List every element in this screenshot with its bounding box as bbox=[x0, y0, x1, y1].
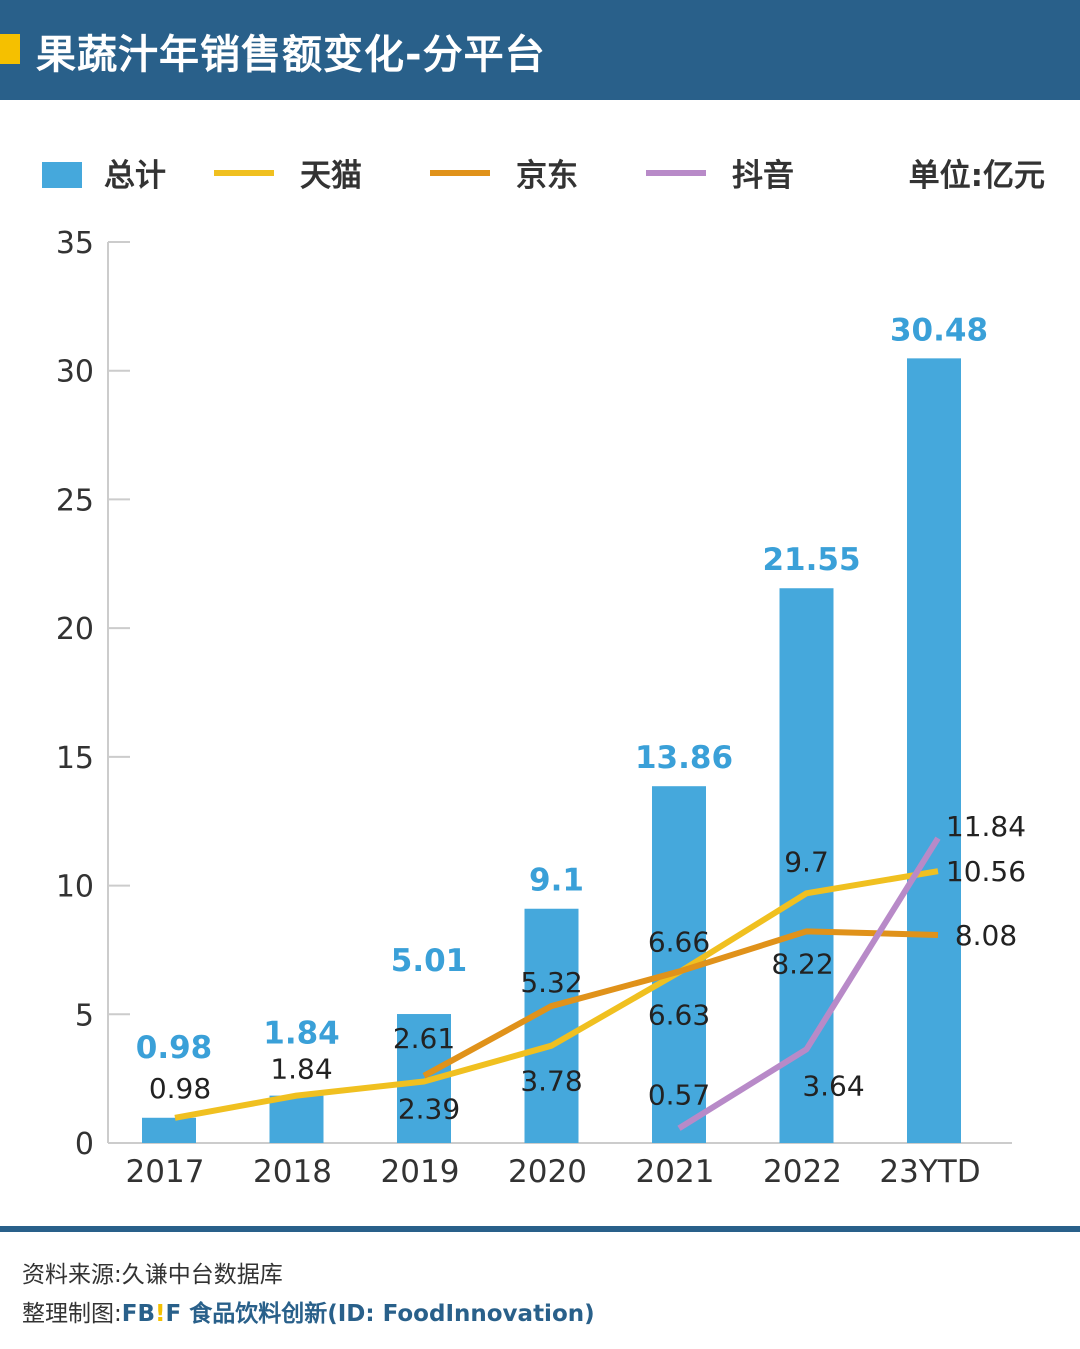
title-accent-mark bbox=[0, 34, 20, 64]
line-value-label: 3.78 bbox=[520, 1065, 582, 1098]
chart-title: 果蔬汁年销售额变化-分平台 bbox=[36, 32, 546, 78]
source-note: 资料来源:久谦中台数据库 bbox=[22, 1262, 283, 1288]
legend-label-0: 总计 bbox=[104, 158, 166, 194]
line-value-label: 1.84 bbox=[270, 1053, 332, 1086]
line-value-label: 2.39 bbox=[398, 1092, 460, 1125]
line-value-label: 8.08 bbox=[955, 919, 1017, 952]
line-value-label: 0.98 bbox=[149, 1072, 211, 1105]
bar-value-label: 21.55 bbox=[762, 542, 860, 578]
bar-value-label: 30.48 bbox=[890, 312, 988, 348]
y-tick-label: 10 bbox=[56, 870, 94, 905]
line-3 bbox=[677, 836, 941, 1131]
unit-label: 单位:亿元 bbox=[909, 158, 1045, 194]
bar-value-label: 13.86 bbox=[635, 740, 733, 776]
footer-divider bbox=[0, 1226, 1080, 1232]
x-tick-label: 2022 bbox=[763, 1154, 842, 1190]
bar-value-label: 0.98 bbox=[136, 1030, 213, 1066]
line-1 bbox=[174, 868, 939, 1121]
legend-swatch-0 bbox=[42, 162, 82, 188]
x-tick-label: 2020 bbox=[508, 1154, 587, 1190]
y-tick-label: 35 bbox=[56, 226, 94, 261]
line-value-label: 6.63 bbox=[648, 998, 710, 1031]
bar-value-label: 9.1 bbox=[529, 863, 584, 899]
bar-value-label: 1.84 bbox=[263, 1016, 340, 1052]
bar-total bbox=[269, 1095, 324, 1143]
line-value-label: 0.57 bbox=[648, 1078, 710, 1111]
x-tick-label: 2018 bbox=[253, 1154, 332, 1190]
x-tick-label: 23YTD bbox=[879, 1154, 980, 1190]
bar-total bbox=[524, 908, 579, 1143]
line-value-label: 2.61 bbox=[393, 1022, 455, 1055]
y-tick-label: 20 bbox=[56, 612, 94, 647]
y-tick-label: 25 bbox=[56, 483, 94, 518]
bar-total bbox=[142, 1117, 196, 1143]
header-banner: 果蔬汁年销售额变化-分平台 bbox=[0, 0, 1080, 100]
legend-label-3: 抖音 bbox=[732, 158, 794, 194]
y-tick-label: 30 bbox=[56, 355, 94, 390]
x-tick-label: 2019 bbox=[381, 1154, 460, 1190]
legend-label-2: 京东 bbox=[516, 158, 578, 194]
line-2 bbox=[422, 928, 939, 1079]
line-value-label: 10.56 bbox=[946, 855, 1026, 888]
bar-value-label: 5.01 bbox=[391, 943, 468, 979]
x-tick-label: 2017 bbox=[126, 1154, 205, 1190]
line-value-label: 6.66 bbox=[648, 926, 710, 959]
line-value-label: 3.64 bbox=[802, 1069, 864, 1102]
brand-logo: FB!F 食品饮料创新(ID: FoodInnovation) bbox=[121, 1301, 595, 1327]
x-tick-label: 2021 bbox=[636, 1154, 715, 1190]
line-value-label: 11.84 bbox=[946, 810, 1026, 843]
legend-label-1: 天猫 bbox=[300, 158, 362, 194]
y-tick-label: 5 bbox=[75, 998, 94, 1033]
y-tick-label: 15 bbox=[56, 741, 94, 776]
maker-label: 整理制图: bbox=[22, 1301, 122, 1327]
line-value-label: 5.32 bbox=[520, 966, 582, 999]
line-value-label: 8.22 bbox=[771, 947, 833, 980]
y-tick-label: 0 bbox=[75, 1127, 94, 1162]
bar-total bbox=[907, 358, 961, 1143]
chart: 0 5 10 15 20 25 30 35 2017 2018 2019 2020 2021 2022 23… bbox=[42, 158, 1045, 1190]
maker-note: 整理制图:FB!F 食品饮料创新(ID: FoodInnovation) bbox=[22, 1294, 595, 1328]
line-value-label: 9.7 bbox=[784, 845, 829, 878]
